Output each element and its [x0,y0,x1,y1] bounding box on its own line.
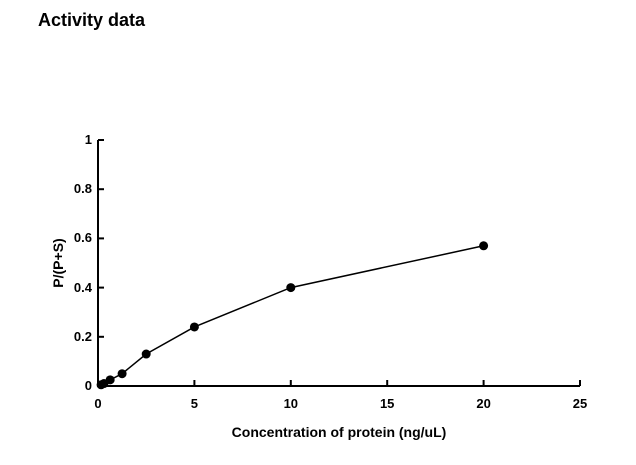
data-point [479,241,489,251]
chart-title: Activity data [38,10,146,30]
data-point [117,369,127,379]
x-axis-title: Concentration of protein (ng/uL) [231,424,447,440]
y-tick-label: 0.4 [73,279,92,295]
y-tick-label: 0 [84,378,92,393]
y-tick-label: 0.8 [73,181,92,197]
data-point [189,322,199,332]
series-line [100,245,484,386]
x-tick-label: 0 [94,396,102,411]
y-tick-label: 1 [84,132,92,147]
data-point [286,283,296,293]
data-point [105,375,115,385]
y-tick-label: 0.6 [73,230,92,246]
x-tick-label: 15 [379,396,395,411]
y-tick-label: 0.2 [73,328,92,344]
x-tick-label: 5 [190,396,198,411]
x-tick-label: 25 [572,396,588,411]
data-point [141,349,151,359]
x-tick-label: 10 [283,396,299,411]
x-tick-label: 20 [476,396,491,411]
